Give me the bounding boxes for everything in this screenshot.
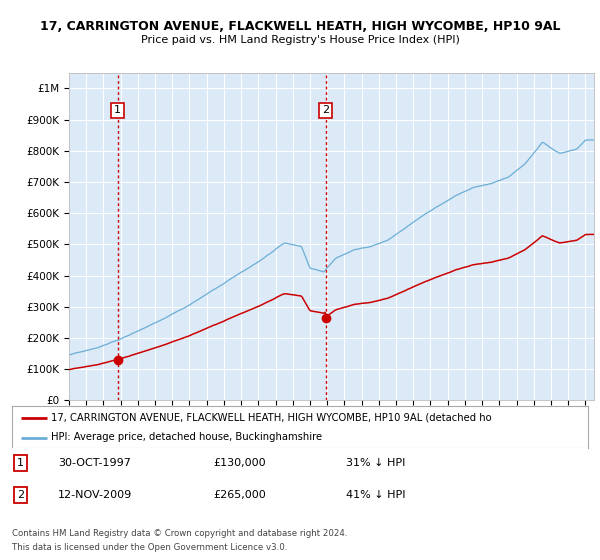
Text: 41% ↓ HPI: 41% ↓ HPI [346,490,406,500]
Text: 30-OCT-1997: 30-OCT-1997 [58,458,131,468]
Text: 31% ↓ HPI: 31% ↓ HPI [346,458,406,468]
Text: This data is licensed under the Open Government Licence v3.0.: This data is licensed under the Open Gov… [12,543,287,552]
Text: HPI: Average price, detached house, Buckinghamshire: HPI: Average price, detached house, Buck… [51,432,322,442]
Text: 17, CARRINGTON AVENUE, FLACKWELL HEATH, HIGH WYCOMBE, HP10 9AL (detached ho: 17, CARRINGTON AVENUE, FLACKWELL HEATH, … [51,413,492,423]
Text: Price paid vs. HM Land Registry's House Price Index (HPI): Price paid vs. HM Land Registry's House … [140,35,460,45]
Text: £130,000: £130,000 [214,458,266,468]
Text: Contains HM Land Registry data © Crown copyright and database right 2024.: Contains HM Land Registry data © Crown c… [12,529,347,538]
Text: 17, CARRINGTON AVENUE, FLACKWELL HEATH, HIGH WYCOMBE, HP10 9AL: 17, CARRINGTON AVENUE, FLACKWELL HEATH, … [40,20,560,32]
Text: 2: 2 [17,490,24,500]
Text: £265,000: £265,000 [214,490,266,500]
Text: 1: 1 [17,458,24,468]
Text: 2: 2 [322,105,329,115]
Text: 12-NOV-2009: 12-NOV-2009 [58,490,133,500]
Text: 1: 1 [114,105,121,115]
